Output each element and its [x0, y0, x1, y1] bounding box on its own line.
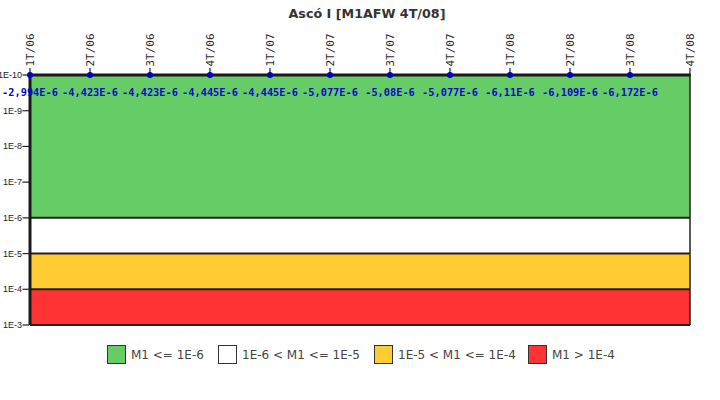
- value-label: -2,994E-6: [2, 86, 58, 98]
- data-marker: [147, 72, 153, 78]
- legend-swatch: [374, 345, 393, 364]
- value-label: -4,423E-6: [62, 86, 118, 98]
- band-3: [30, 289, 690, 325]
- value-label: -5,077E-6: [302, 86, 358, 98]
- value-label: -4,445E-6: [242, 86, 298, 98]
- x-tick-label: 3T/06: [144, 33, 157, 66]
- x-tick-label: 2T/08: [564, 33, 577, 66]
- plot-area: 1E-10 1E-9 1E-8 1E-7 1E-6 1E-5 1E-4 1E-3 1T/06 2T…: [0, 0, 720, 400]
- legend-label: M1 <= 1E-6: [131, 348, 204, 362]
- y-tick-label: 1E-3: [3, 320, 22, 330]
- x-tick-label: 4T/08: [684, 33, 697, 66]
- legend-swatch: [528, 345, 547, 364]
- x-tick-label: 3T/07: [384, 33, 397, 66]
- x-tick-label: 2T/07: [324, 33, 337, 66]
- x-tick-label: 2T/06: [84, 33, 97, 66]
- y-tick-label: 1E-8: [3, 141, 22, 151]
- x-tick-label: 3T/08: [624, 33, 637, 66]
- data-marker: [27, 72, 33, 78]
- data-marker: [207, 72, 213, 78]
- data-marker: [507, 72, 513, 78]
- y-tick-label: 1E-7: [3, 177, 22, 187]
- value-label: -4,423E-6: [122, 86, 178, 98]
- x-tick-label: 1T/06: [24, 33, 37, 66]
- legend-label: M1 > 1E-4: [552, 348, 615, 362]
- x-tick-label: 4T/07: [444, 33, 457, 66]
- data-marker: [447, 72, 453, 78]
- value-label: -5,077E-6: [422, 86, 478, 98]
- data-marker: [567, 72, 573, 78]
- band-1: [30, 218, 690, 254]
- legend-swatch: [218, 345, 237, 364]
- x-tick-label: 1T/08: [504, 33, 517, 66]
- band-2: [30, 254, 690, 290]
- x-tick-label: 1T/07: [264, 33, 277, 66]
- value-label: -5,08E-6: [365, 86, 415, 98]
- data-marker: [387, 72, 393, 78]
- legend-swatch: [107, 345, 126, 364]
- value-label: -6,172E-6: [602, 86, 658, 98]
- value-label: -6,109E-6: [542, 86, 598, 98]
- value-label: -6,11E-6: [485, 86, 535, 98]
- y-tick-label: 1E-5: [3, 249, 22, 259]
- data-marker: [87, 72, 93, 78]
- x-tick-label: 4T/06: [204, 33, 217, 66]
- data-marker: [627, 72, 633, 78]
- legend-label: 1E-6 < M1 <= 1E-5: [242, 348, 360, 362]
- data-marker: [267, 72, 273, 78]
- y-tick-label: 1E-6: [3, 213, 22, 223]
- y-tick-label: 1E-4: [3, 284, 22, 294]
- data-marker: [327, 72, 333, 78]
- value-label: -4,445E-6: [182, 86, 238, 98]
- chart-page: Ascó I [M1AFW 4T/08] 1E-101E-91E-81E-71E…: [0, 0, 720, 400]
- y-tick-label: 1E-10: [0, 70, 22, 80]
- y-tick-label: 1E-9: [3, 106, 22, 116]
- legend-label: 1E-5 < M1 <= 1E-4: [398, 348, 516, 362]
